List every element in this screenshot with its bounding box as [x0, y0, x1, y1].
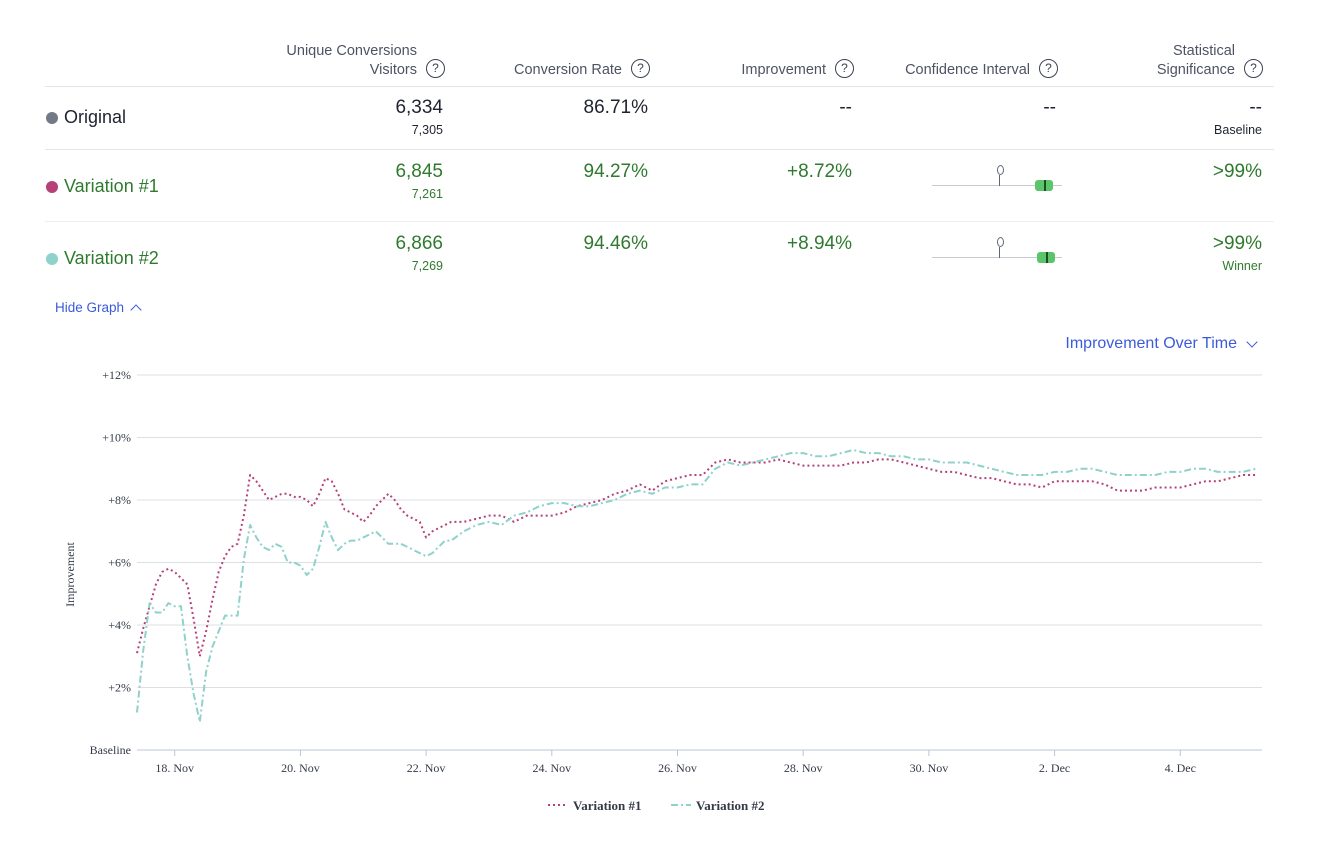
header-conversion-rate: Conversion Rate? — [475, 59, 650, 80]
metric-selector-dropdown[interactable]: Improvement Over Time — [1065, 335, 1258, 353]
y-tick-label: +6% — [108, 556, 131, 570]
variation-color-dot — [46, 180, 58, 193]
x-tick-label: 28. Nov — [784, 761, 823, 775]
winner-label: Winner — [1222, 259, 1262, 273]
header-conversions: Unique Conversions Visitors? — [245, 42, 445, 80]
improvement-value: +8.72% — [787, 161, 852, 182]
help-icon-conversions[interactable]: ? — [426, 59, 445, 78]
ci-axis-line — [932, 185, 1062, 186]
ci-zero-marker-icon — [997, 237, 1004, 247]
header-confidence-interval: Confidence Interval? — [885, 59, 1058, 80]
conversions-cell: 6,866 7,269 — [395, 233, 443, 274]
visitors-value: 7,261 — [411, 187, 443, 201]
header-conversions-line2: Visitors — [369, 62, 417, 78]
ci-zero-marker-stem — [999, 247, 1000, 258]
series-line-2 — [136, 449, 1256, 723]
ci-axis-line — [932, 257, 1062, 258]
variation-color-dot — [46, 252, 58, 265]
conversions-cell: 6,845 7,261 — [395, 161, 443, 202]
chevron-down-icon — [1246, 336, 1258, 348]
variation-color-dot — [46, 111, 58, 124]
significance-cell: >99% — [1213, 161, 1262, 186]
visitors-value: 7,269 — [411, 259, 443, 273]
ci-point-estimate — [1046, 252, 1049, 263]
ci-zero-marker-icon — [997, 165, 1004, 175]
x-tick-label: 30. Nov — [910, 761, 949, 775]
conversions-value: 6,866 — [395, 233, 443, 254]
table-row-variation-2: Variation #2 6,866 7,269 94.46% +8.94% >… — [45, 222, 1274, 293]
variation-name: Variation #1 — [46, 176, 159, 197]
significance-value: -- — [1249, 97, 1262, 118]
table-row-variation-1: Variation #1 6,845 7,261 94.27% +8.72% >… — [45, 150, 1274, 222]
results-table: Unique Conversions Visitors? Conversion R… — [45, 38, 1274, 293]
y-tick-label: +2% — [108, 681, 131, 695]
header-conversions-line1: Unique Conversions — [286, 43, 417, 59]
improvement-value: -- — [839, 97, 852, 118]
y-tick-label: +10% — [102, 431, 131, 445]
header-significance: Statistical Significance? — [1095, 42, 1263, 80]
x-tick-label: 24. Nov — [532, 761, 571, 775]
variation-name: Variation #2 — [46, 248, 159, 269]
legend-item: Variation #1 — [573, 798, 642, 813]
x-tick-label: 2. Dec — [1039, 761, 1070, 775]
confidence-interval-value: -- — [1043, 97, 1056, 118]
metric-selector-label: Improvement Over Time — [1065, 335, 1237, 352]
help-icon-confidence-interval[interactable]: ? — [1039, 59, 1058, 78]
significance-value: >99% — [1212, 233, 1262, 254]
conversions-cell: 6,334 7,305 — [395, 97, 443, 138]
variation-name: Original — [46, 107, 126, 128]
y-tick-label: +4% — [108, 618, 131, 632]
ci-range-bar — [1034, 180, 1053, 191]
header-improvement: Improvement? — [675, 59, 854, 80]
confidence-interval-graphic — [932, 162, 1062, 202]
improvement-chart: Baseline +2% +4% +6% +8% +10% +12% 18. Nov 20. N… — [63, 368, 1262, 813]
x-tick-label: 22. Nov — [407, 761, 446, 775]
table-row-original: Original 6,334 7,305 86.71% -- -- -- Bas… — [45, 87, 1274, 150]
hide-graph-button[interactable]: Hide Graph — [55, 300, 142, 316]
conversion-rate-value: 94.27% — [583, 161, 648, 182]
series-line-1 — [136, 458, 1256, 658]
help-icon-significance[interactable]: ? — [1244, 59, 1263, 78]
help-icon-improvement[interactable]: ? — [835, 59, 854, 78]
x-tick-label: 20. Nov — [281, 761, 320, 775]
baseline-label: Baseline — [1214, 123, 1262, 137]
y-axis-label: Improvement — [63, 542, 77, 607]
significance-value: >99% — [1212, 161, 1262, 182]
x-tick-label: 4. Dec — [1165, 761, 1196, 775]
table-header: Unique Conversions Visitors? Conversion R… — [45, 38, 1274, 87]
x-tick-label: 26. Nov — [658, 761, 697, 775]
y-tick-label: +8% — [108, 493, 131, 507]
improvement-value: +8.94% — [787, 233, 852, 254]
help-icon-conversion-rate[interactable]: ? — [631, 59, 650, 78]
significance-cell: -- Baseline — [1214, 97, 1262, 138]
visitors-value: 7,305 — [411, 123, 443, 137]
ci-zero-marker-stem — [999, 175, 1000, 186]
conversion-rate-value: 94.46% — [583, 233, 648, 254]
y-tick-label: +12% — [102, 368, 131, 382]
conversions-value: 6,845 — [395, 161, 443, 182]
chevron-up-icon — [130, 303, 142, 316]
legend-item: Variation #2 — [696, 798, 765, 813]
hide-graph-label: Hide Graph — [55, 300, 125, 315]
conversion-rate-value: 86.71% — [583, 97, 648, 118]
conversions-value: 6,334 — [395, 97, 443, 118]
y-tick-label: Baseline — [90, 743, 131, 757]
x-tick-label: 18. Nov — [155, 761, 194, 775]
significance-cell: >99% Winner — [1213, 233, 1262, 274]
confidence-interval-graphic — [932, 234, 1062, 274]
ci-point-estimate — [1043, 180, 1046, 191]
